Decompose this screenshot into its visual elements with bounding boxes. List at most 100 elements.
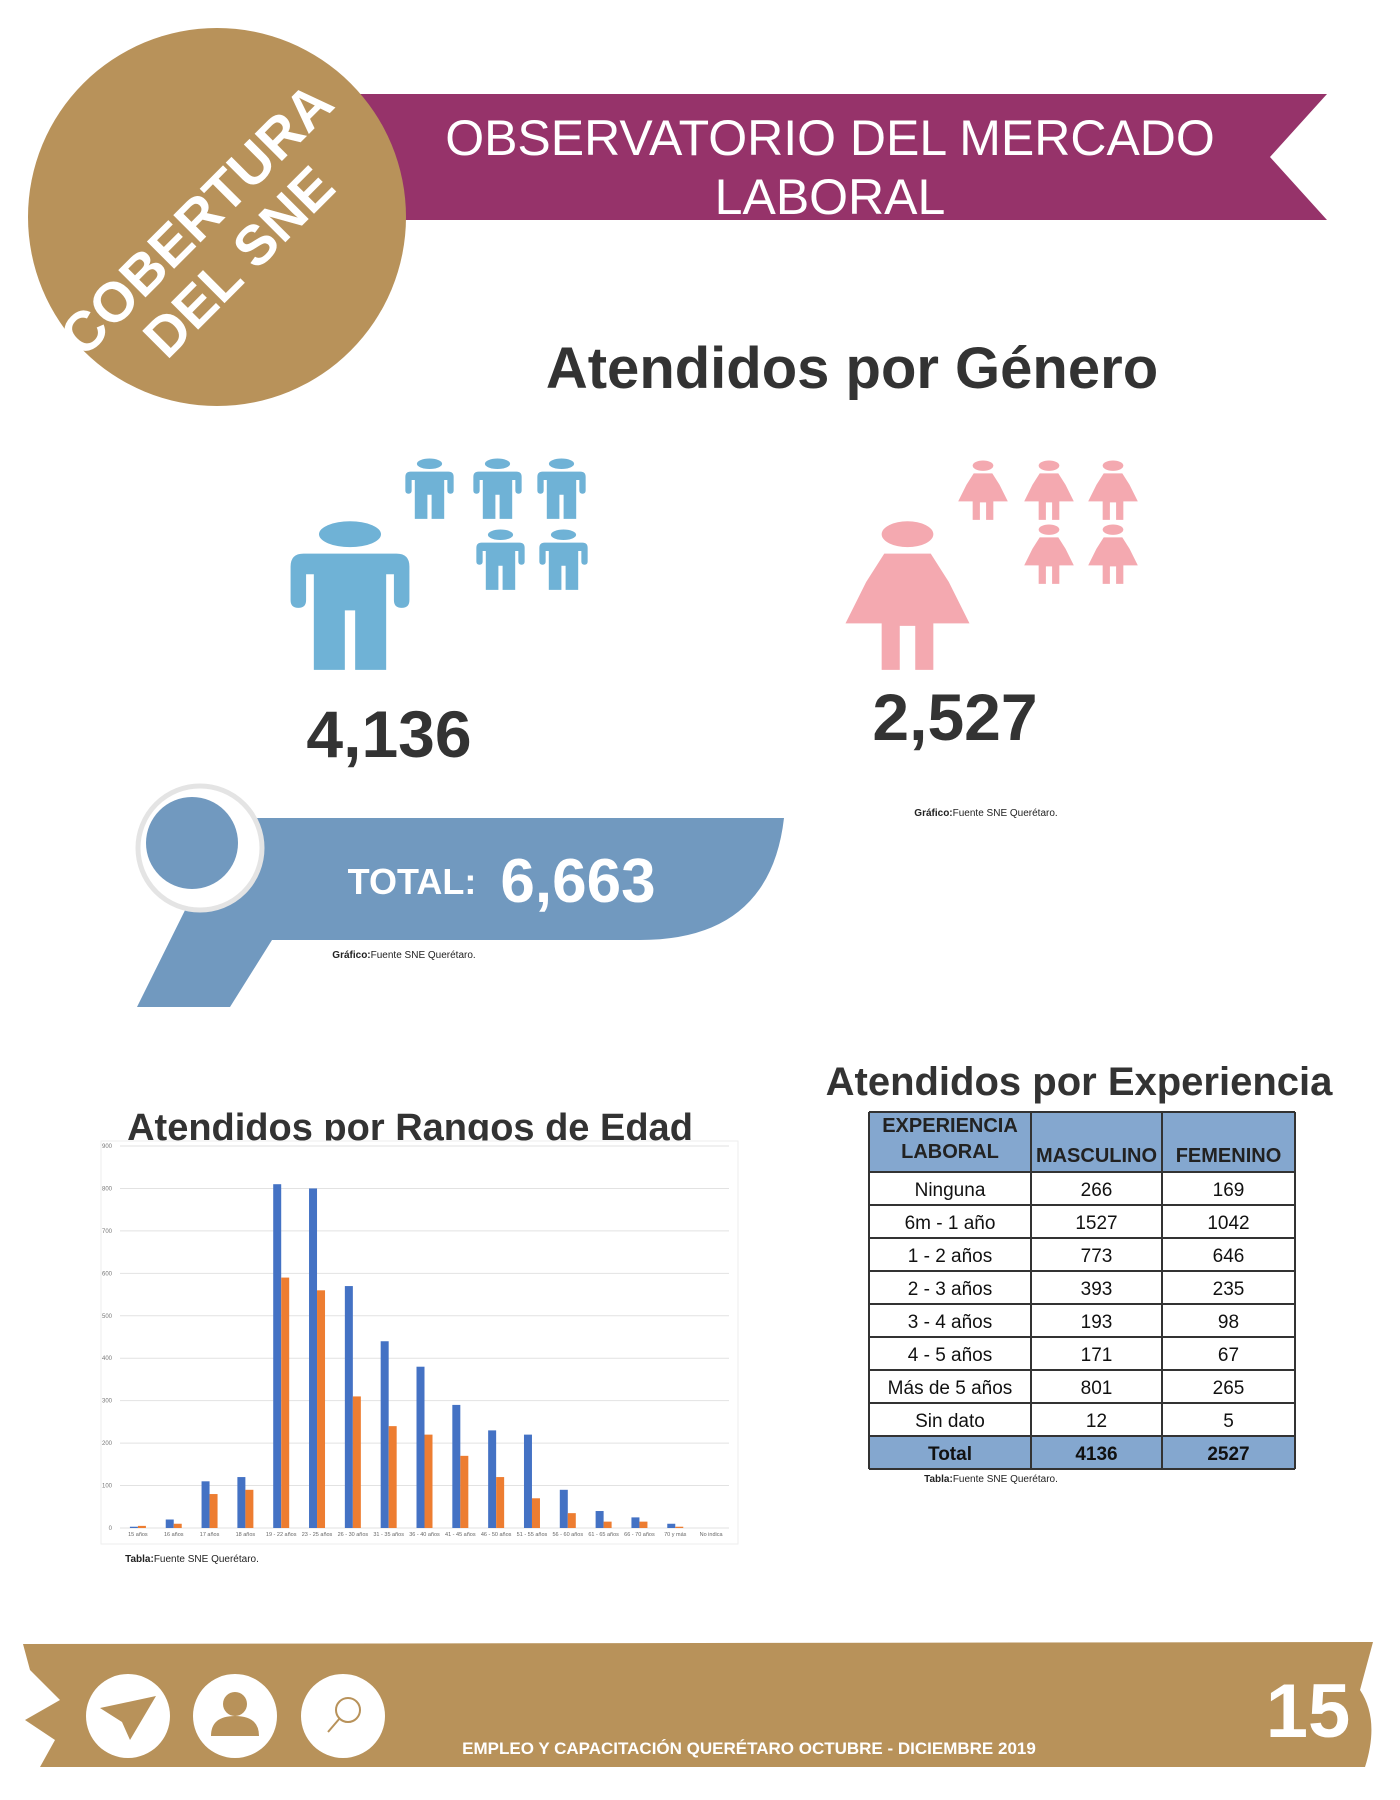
bar: [603, 1521, 612, 1528]
chart: 0 100 200 300 400 500 600 700 800 900 15 años 16 añ…: [102, 1144, 729, 1538]
bar: [129, 1526, 138, 1528]
bar: [595, 1511, 604, 1528]
bar: [380, 1341, 389, 1528]
table-cell: Sin dato: [915, 1411, 985, 1432]
total-banner: [137, 818, 784, 1007]
table-cell: Más de 5 años: [888, 1378, 1013, 1399]
x-tick-label: 17 años: [200, 1532, 220, 1538]
y-tick-label: 100: [102, 1484, 113, 1490]
table-cell: 235: [1213, 1279, 1245, 1300]
title-line: OBSERVATORIO DEL MERCADO: [445, 110, 1215, 166]
title-line: LABORAL: [715, 169, 946, 225]
table-total: 4136: [1075, 1444, 1117, 1465]
table-cell: 773: [1081, 1246, 1113, 1267]
table-cell: 12: [1086, 1411, 1107, 1432]
table-cell: Ninguna: [915, 1180, 986, 1201]
y-tick-label: 300: [102, 1399, 113, 1405]
table-cell: 98: [1218, 1312, 1239, 1333]
bar: [667, 1523, 676, 1528]
bar: [309, 1188, 318, 1528]
bar: [201, 1481, 210, 1528]
source-note: Gráfico:Fuente SNE Querétaro.: [332, 950, 475, 961]
y-tick-label: 400: [102, 1356, 113, 1362]
table-cell: 171: [1081, 1345, 1113, 1366]
bar: [567, 1513, 576, 1528]
total-dot: [146, 797, 238, 889]
table-cell: 1527: [1075, 1213, 1117, 1234]
male-count: 4,136: [306, 697, 471, 771]
bar: [488, 1430, 497, 1528]
y-tick-label: 0: [109, 1526, 113, 1532]
table-total: 2527: [1207, 1444, 1249, 1465]
female-icons: [845, 460, 1138, 670]
x-tick-label: 41 - 45 años: [445, 1532, 476, 1538]
table-cell: 2 - 3 años: [908, 1279, 993, 1300]
x-tick-label: 16 años: [164, 1532, 184, 1538]
bar: [317, 1290, 326, 1528]
bar: [675, 1526, 684, 1528]
page-number: 15: [1266, 1669, 1351, 1754]
bar: [245, 1489, 254, 1528]
x-tick-label: 15 años: [128, 1532, 148, 1538]
x-tick-label: 23 - 25 años: [302, 1532, 333, 1538]
x-tick-label: 70 y más: [664, 1532, 687, 1538]
x-tick-label: 31 - 35 años: [373, 1532, 404, 1538]
bar: [173, 1523, 182, 1528]
x-tick-label: 19 - 22 años: [266, 1532, 297, 1538]
table-cell: 266: [1081, 1180, 1113, 1201]
y-tick-label: 900: [102, 1144, 113, 1150]
bar: [559, 1489, 568, 1528]
bar: [496, 1477, 505, 1528]
y-tick-label: 500: [102, 1314, 113, 1320]
badge-circle: [28, 28, 406, 406]
source-note: Gráfico:Fuente SNE Querétaro.: [914, 808, 1057, 819]
footer-icons: [86, 1674, 385, 1758]
table-cell: 646: [1213, 1246, 1245, 1267]
table-cell: 5: [1223, 1411, 1234, 1432]
table-cell: 393: [1081, 1279, 1113, 1300]
x-tick-label: 26 - 30 años: [338, 1532, 369, 1538]
y-tick-label: 200: [102, 1441, 113, 1447]
table-cell: 801: [1081, 1378, 1113, 1399]
x-tick-label: 46 - 50 años: [481, 1532, 512, 1538]
table-cell: 4 - 5 años: [908, 1345, 993, 1366]
total-value: 6,663: [500, 847, 655, 916]
section-title: Atendidos por Género: [546, 336, 1158, 401]
footer-text: EMPLEO Y CAPACITACIÓN QUERÉTARO OCTUBRE …: [462, 1739, 1036, 1758]
bar: [424, 1434, 433, 1528]
bar: [209, 1494, 218, 1528]
table-header: MASCULINO: [1036, 1145, 1157, 1167]
section-title: Atendidos por Experiencia: [826, 1060, 1334, 1104]
y-tick-label: 800: [102, 1186, 113, 1192]
table-header: FEMENINO: [1176, 1145, 1282, 1167]
table-total-bg: [869, 1436, 1295, 1469]
table-cell: 265: [1213, 1378, 1245, 1399]
title-banner: [300, 94, 1327, 220]
x-tick-label: 18 años: [236, 1532, 256, 1538]
bar: [273, 1184, 282, 1528]
bar: [452, 1404, 461, 1528]
female-count: 2,527: [872, 680, 1037, 754]
x-tick-label: 36 - 40 años: [409, 1532, 440, 1538]
bar: [352, 1396, 361, 1528]
source-note: Tabla:Fuente SNE Querétaro.: [125, 1554, 259, 1565]
table-cell: 67: [1218, 1345, 1239, 1366]
bar: [281, 1277, 290, 1528]
bar: [237, 1477, 246, 1528]
total-label: TOTAL:: [348, 861, 477, 902]
bar: [137, 1525, 146, 1528]
source-note: Tabla:Fuente SNE Querétaro.: [924, 1474, 1058, 1485]
bar: [388, 1426, 397, 1528]
table-header: LABORAL: [901, 1141, 999, 1163]
table-cell: 193: [1081, 1312, 1113, 1333]
bar: [531, 1498, 540, 1528]
x-tick-label: 61 - 65 años: [588, 1532, 619, 1538]
experience-table: EXPERIENCIA LABORAL MASCULINO FEMENINO Ningu…: [868, 1111, 1296, 1470]
bar: [344, 1286, 353, 1528]
table-header: EXPERIENCIA: [882, 1115, 1018, 1137]
bar: [631, 1517, 640, 1528]
x-tick-label: 66 - 70 años: [624, 1532, 655, 1538]
table-cell: 1042: [1207, 1213, 1249, 1234]
bar: [523, 1434, 532, 1528]
